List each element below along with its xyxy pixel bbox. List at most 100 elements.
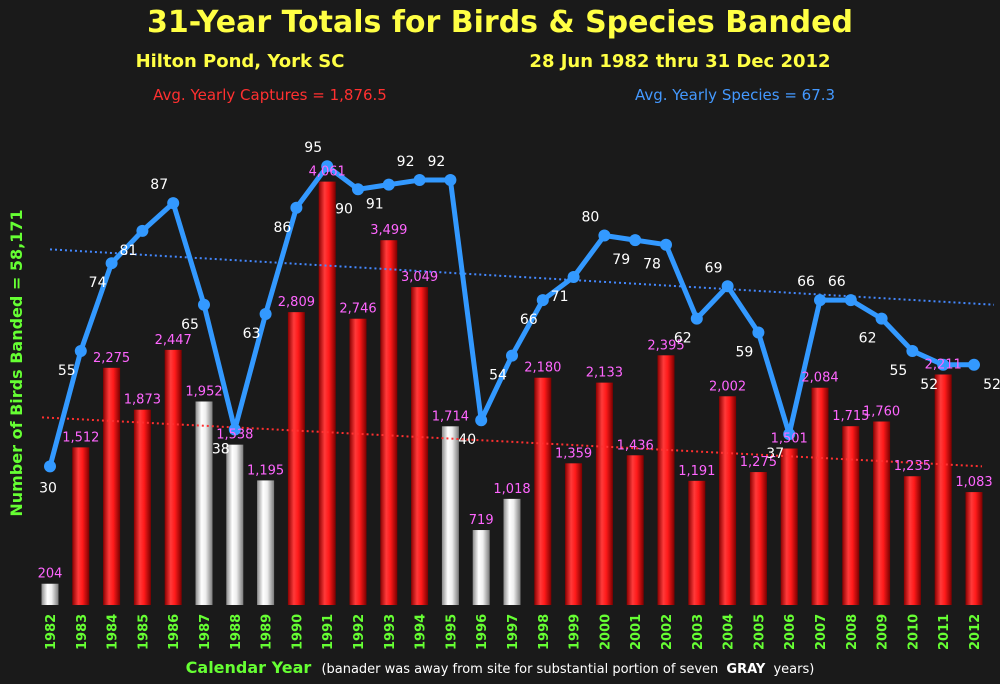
labels-layer: 204 1,512 2,275 1,873 2,447 1,952 1,538 1,195 2,… [38, 140, 1000, 582]
species-label-1996: 40 [458, 432, 476, 448]
species-label-1991: 95 [304, 140, 322, 156]
species-point-1993 [382, 178, 395, 191]
bar-1994 [411, 287, 429, 605]
species-label-2009: 62 [859, 331, 877, 347]
x-tick-1998: 1998 [537, 614, 552, 650]
species-label-1987: 65 [181, 317, 199, 333]
species-label-2005: 59 [735, 344, 753, 360]
bar-label-2011: 2,211 [925, 357, 962, 372]
x-tick-1988: 1988 [229, 614, 244, 650]
bar-label-1986: 2,447 [155, 333, 192, 348]
x-tick-1996: 1996 [475, 614, 490, 650]
bar-label-1995: 1,714 [432, 409, 469, 424]
bar-1983 [72, 447, 90, 605]
species-point-1990 [290, 201, 303, 214]
x-tick-2008: 2008 [845, 614, 860, 650]
x-tick-1999: 1999 [568, 614, 583, 650]
x-tick-1990: 1990 [290, 614, 305, 650]
bar-2003 [688, 480, 706, 605]
bar-1989 [257, 480, 275, 605]
x-axis-label-group: Calendar Year (banader was away from sit… [186, 658, 815, 677]
bar-2009 [873, 421, 891, 605]
bar-label-1988: 1,538 [216, 428, 253, 443]
bar-2012 [965, 492, 983, 605]
bar-2011 [934, 374, 952, 605]
x-axis-note-suffix: years) [773, 662, 814, 677]
species-label-2012: 52 [983, 377, 1000, 393]
species-point-2011 [937, 358, 950, 371]
x-tick-1986: 1986 [167, 614, 182, 650]
bar-1998 [534, 377, 552, 605]
bar-label-1990: 2,809 [278, 295, 315, 310]
bar-label-1997: 1,018 [493, 482, 530, 497]
species-label-1992: 90 [335, 201, 353, 217]
chart-title: 31-Year Totals for Birds & Species Bande… [147, 5, 853, 40]
species-label-1998: 66 [520, 312, 538, 328]
x-tick-2002: 2002 [660, 614, 675, 650]
species-label-2001: 79 [612, 252, 630, 268]
bar-1990 [287, 312, 305, 605]
bar-label-2005: 1,275 [740, 455, 777, 470]
bar-label-2000: 2,133 [586, 366, 623, 381]
x-tick-1982: 1982 [44, 614, 59, 650]
x-tick-2012: 2012 [968, 614, 983, 650]
x-tick-2003: 2003 [691, 614, 706, 650]
species-label-2011: 52 [920, 377, 938, 393]
species-point-2012 [968, 358, 980, 371]
x-tick-2001: 2001 [629, 614, 644, 650]
species-point-1999 [567, 271, 580, 284]
species-label-1994: 92 [397, 154, 415, 170]
bar-2007 [811, 387, 829, 605]
bar-2002 [657, 355, 675, 605]
bar-label-2009: 1,760 [863, 405, 900, 420]
bar-1993 [380, 240, 398, 605]
species-point-1982 [44, 460, 56, 473]
x-tick-2010: 2010 [906, 614, 921, 650]
species-label-2006: 37 [766, 446, 784, 462]
species-point-2007 [814, 294, 826, 307]
bar-label-2001: 1,436 [617, 438, 654, 453]
x-tick-1989: 1989 [260, 614, 275, 650]
x-axis-note-prefix: (banader was away from site for substant… [321, 662, 718, 677]
species-label-1999: 71 [551, 289, 569, 305]
bar-label-1991: 4,061 [309, 165, 346, 180]
x-tick-2000: 2000 [598, 614, 613, 650]
x-tick-1984: 1984 [106, 614, 121, 650]
bar-1995 [441, 426, 459, 605]
chart-subtitle-left: Hilton Pond, York SC [136, 51, 345, 72]
species-line-layer [44, 160, 980, 473]
bar-label-1989: 1,195 [247, 463, 284, 478]
trendlines-layer [41, 248, 995, 468]
bar-label-1993: 3,499 [370, 223, 407, 238]
x-tick-2006: 2006 [783, 614, 798, 650]
bar-2006 [780, 448, 798, 605]
x-tick-1987: 1987 [198, 614, 213, 650]
avg-species-label: Avg. Yearly Species = 67.3 [635, 86, 835, 104]
bar-2008 [842, 426, 860, 605]
species-label-1983: 55 [58, 363, 76, 379]
species-point-2008 [844, 294, 857, 307]
species-label-1986: 87 [150, 177, 168, 193]
bar-label-1996: 719 [469, 513, 494, 528]
bar-label-1985: 1,873 [124, 393, 161, 408]
bar-label-1994: 3,049 [401, 270, 438, 285]
bar-label-2006: 1,501 [771, 432, 808, 447]
species-label-1985: 81 [119, 243, 137, 259]
bar-1996 [472, 530, 490, 605]
x-tick-1991: 1991 [321, 614, 336, 650]
bar-2001 [626, 455, 644, 605]
species-label-2010: 55 [889, 363, 907, 379]
species-label-1988: 38 [212, 441, 230, 457]
species-point-1996 [475, 414, 488, 427]
bar-label-1987: 1,952 [185, 384, 222, 399]
species-label-1997: 54 [489, 368, 507, 384]
y-axis-label: Number of Birds Banded = 58,171 [7, 209, 26, 516]
species-point-1986 [167, 197, 180, 210]
bar-label-1983: 1,512 [62, 430, 99, 445]
species-point-2010 [906, 344, 919, 357]
species-point-1994 [413, 174, 426, 187]
species-label-1982: 30 [39, 480, 57, 496]
x-tick-2007: 2007 [814, 614, 829, 650]
x-tick-2009: 2009 [876, 614, 891, 650]
